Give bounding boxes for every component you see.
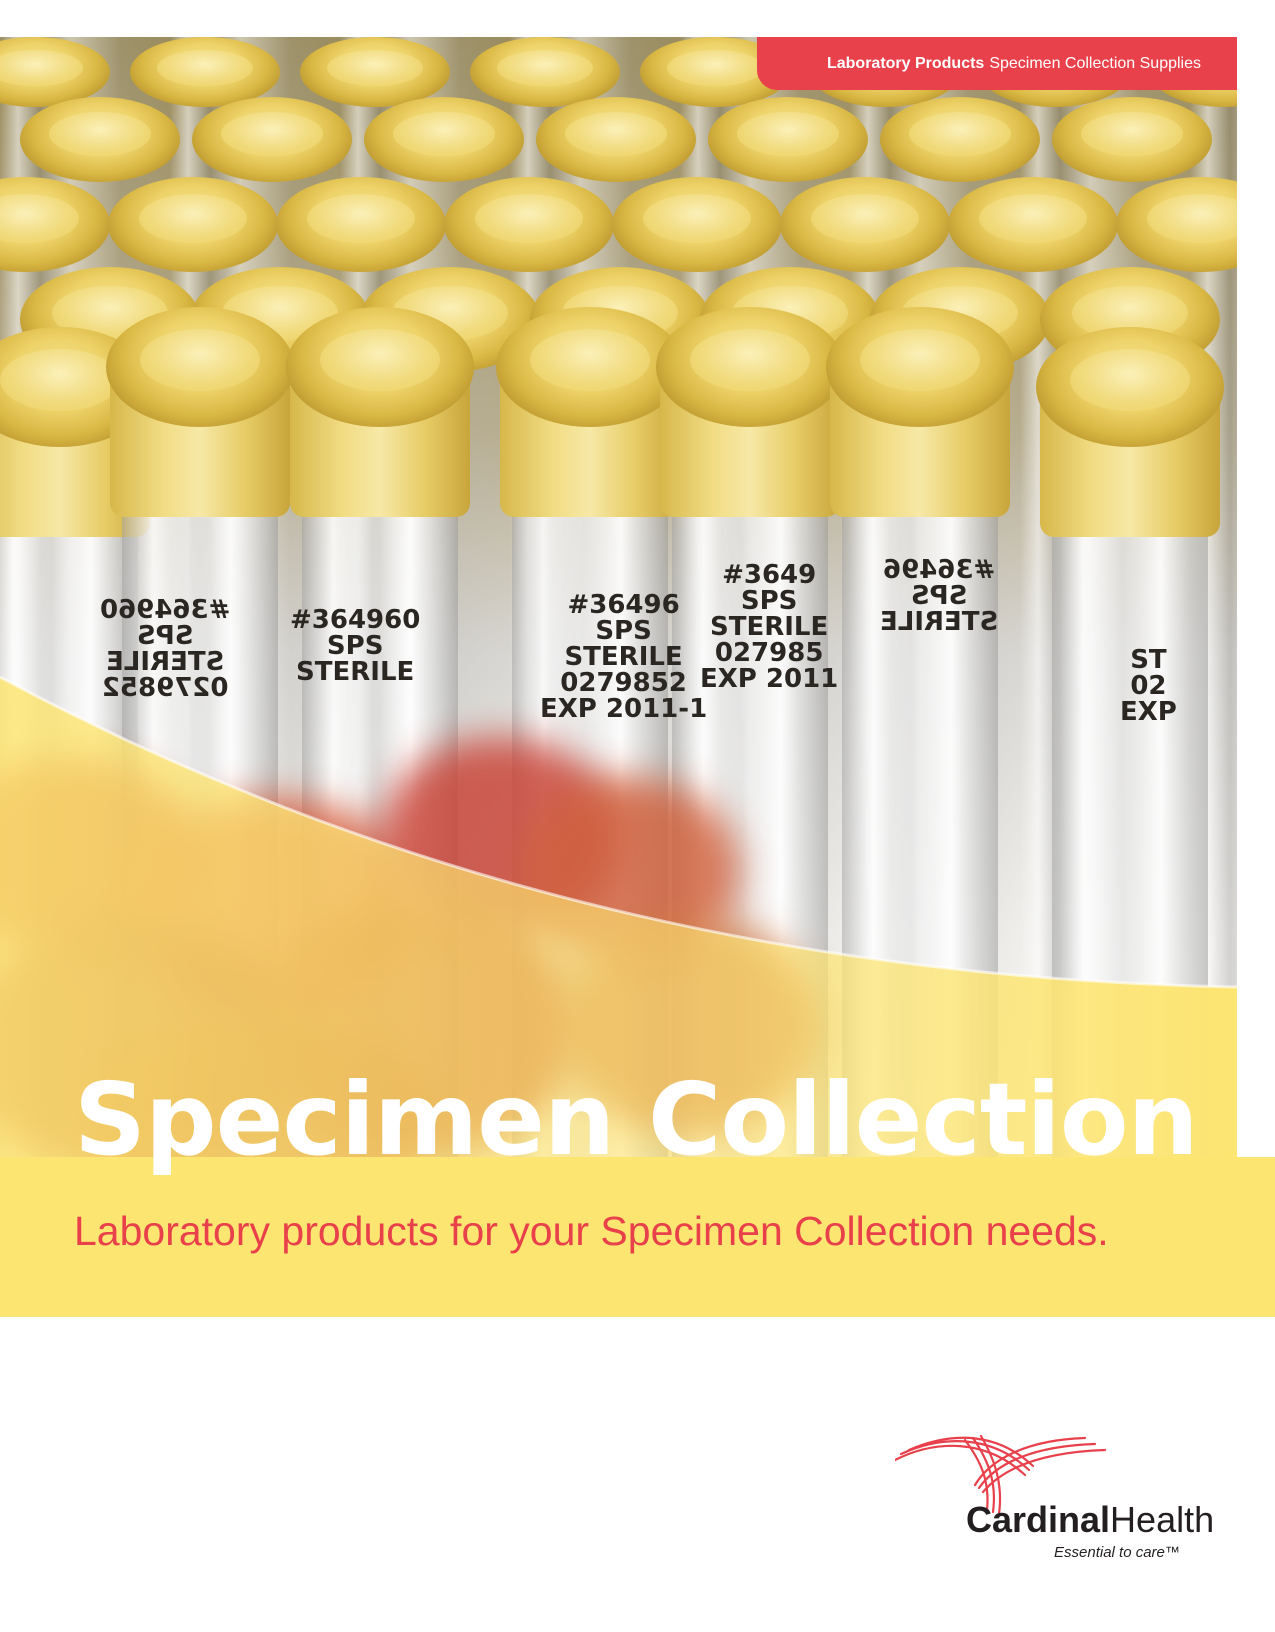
brand-tagline: Essential to care™ xyxy=(1054,1544,1180,1561)
page-title: Specimen Collection xyxy=(74,1061,1199,1178)
tube-cap xyxy=(780,177,950,272)
tube-cap xyxy=(880,97,1040,182)
category-tag: Laboratory Products Specimen Collection … xyxy=(757,37,1237,90)
tube-label: #364960 SPS STERILE 0279852 xyxy=(100,595,231,703)
tube-label: #364960 SPS STERILE xyxy=(290,605,421,687)
cardinal-health-swoosh-icon xyxy=(895,1434,1107,1516)
brand-name-bold: Cardinal xyxy=(966,1499,1111,1540)
tube-cap xyxy=(1036,327,1224,447)
tube-cap xyxy=(20,97,180,182)
tube-label: #36496 SPS STERILE 0279852 EXP 2011-1 xyxy=(540,590,708,724)
category-tag-bold: Laboratory Products xyxy=(826,54,985,72)
category-tag-regular: Specimen Collection Supplies xyxy=(989,54,1201,72)
tube-cap xyxy=(1116,177,1237,272)
yellow-band xyxy=(0,1157,1275,1317)
tube-cap xyxy=(612,177,782,272)
brand-name: CardinalHealth xyxy=(966,1500,1214,1540)
tube-cap xyxy=(106,307,294,427)
hero-photo: #364960 SPS STERILE 0279852 #364960 SPS S… xyxy=(0,37,1237,1157)
tube-cap xyxy=(192,97,352,182)
tube-cap xyxy=(130,37,280,107)
tube-cap xyxy=(1052,97,1212,182)
tube-cap xyxy=(108,177,278,272)
tube-label: #36496 SPS STERILE xyxy=(880,555,999,637)
tube-cap xyxy=(364,97,524,182)
tube-cap xyxy=(708,97,868,182)
tube-cap xyxy=(276,177,446,272)
tube-label: ST 02 EXP xyxy=(1120,645,1177,727)
page-subtitle: Laboratory products for your Specimen Co… xyxy=(74,1208,1109,1254)
tube-cap xyxy=(444,177,614,272)
tube-cap xyxy=(286,307,474,427)
tube-cap xyxy=(656,307,844,427)
tube-cap xyxy=(536,97,696,182)
tube-cap xyxy=(948,177,1118,272)
brand-name-regular: Health xyxy=(1110,1499,1215,1540)
tube-cap xyxy=(496,307,684,427)
tube-label: #3649 SPS STERILE 027985 EXP 2011 xyxy=(700,560,839,694)
tube-cap xyxy=(470,37,620,107)
tube-cap xyxy=(300,37,450,107)
tube-cap xyxy=(826,307,1014,427)
